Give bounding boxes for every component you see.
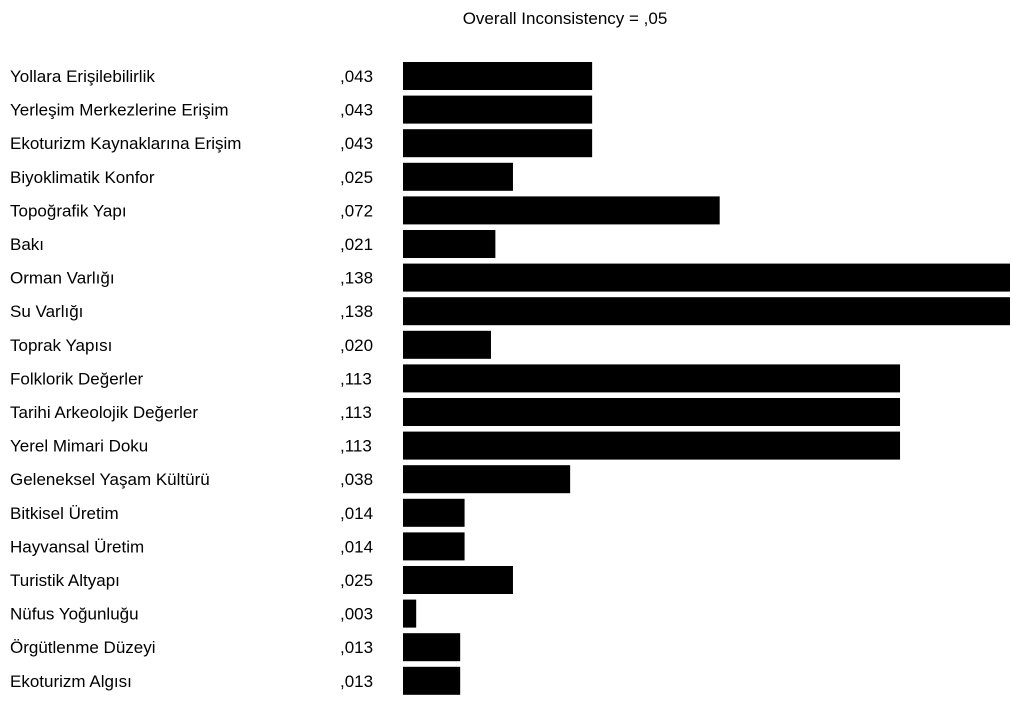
category-label: Yollara Erişilebilirlik: [10, 67, 155, 86]
category-label: Turistik Altyapı: [10, 571, 120, 590]
bar: [403, 297, 1010, 326]
chart-rows: Yollara Erişilebilirlik ,043 Yerleşim Merk…: [10, 62, 1010, 695]
bar: [403, 263, 1010, 292]
value-label: ,025: [340, 571, 373, 590]
bar: [403, 162, 513, 191]
category-label: Tarihi Arkeolojik Değerler: [10, 403, 198, 422]
category-label: Nüfus Yoğunluğu: [10, 605, 139, 624]
value-label: ,014: [340, 537, 373, 556]
bar: [403, 129, 593, 158]
value-label: ,113: [340, 369, 372, 388]
value-label: ,038: [340, 470, 373, 489]
bar: [403, 498, 465, 527]
category-label: Ekoturizm Algısı: [10, 672, 132, 691]
category-label: Yerleşim Merkezlerine Erişim: [10, 101, 229, 120]
value-label: ,043: [340, 101, 373, 120]
bar: [403, 95, 593, 124]
bar: [403, 330, 491, 359]
value-label: ,025: [340, 168, 373, 187]
bar: [403, 196, 720, 225]
category-label: Geleneksel Yaşam Kültürü: [10, 470, 210, 489]
value-label: ,043: [340, 67, 373, 86]
value-label: ,113: [340, 437, 372, 456]
category-label: Ekoturizm Kaynaklarına Erişim: [10, 134, 241, 153]
category-label: Bitkisel Üretim: [10, 504, 119, 523]
category-label: Topoğrafik Yapı: [10, 201, 127, 220]
bar: [403, 599, 417, 628]
chart-title: Overall Inconsistency = ,05: [463, 9, 668, 28]
value-label: ,013: [340, 638, 373, 657]
value-label: ,013: [340, 672, 373, 691]
value-label: ,138: [340, 269, 373, 288]
category-label: Yerel Mimari Doku: [10, 437, 148, 456]
bar: [403, 566, 513, 594]
value-label: ,138: [340, 302, 373, 321]
category-label: Folklorik Değerler: [10, 369, 144, 388]
bar: [403, 532, 465, 561]
category-label: Hayvansal Üretim: [10, 537, 144, 556]
bar: [403, 364, 901, 393]
value-label: ,014: [340, 504, 373, 523]
bar: [403, 666, 461, 695]
bar: [403, 62, 593, 90]
category-label: Bakı: [10, 235, 44, 254]
value-label: ,113: [340, 403, 372, 422]
bar: [403, 633, 461, 662]
bar: [403, 230, 496, 258]
category-label: Biyoklimatik Konfor: [10, 168, 155, 187]
category-label: Orman Varlığı: [10, 269, 115, 288]
category-label: Su Varlığı: [10, 302, 83, 321]
value-label: ,020: [340, 336, 373, 355]
category-label: Örgütlenme Düzeyi: [10, 638, 156, 657]
value-label: ,003: [340, 605, 373, 624]
bar: [403, 398, 901, 426]
value-label: ,043: [340, 134, 373, 153]
bar: [403, 431, 901, 460]
category-label: Toprak Yapısı: [10, 336, 112, 355]
value-label: ,072: [340, 201, 373, 220]
value-label: ,021: [340, 235, 373, 254]
bar: [403, 465, 571, 494]
